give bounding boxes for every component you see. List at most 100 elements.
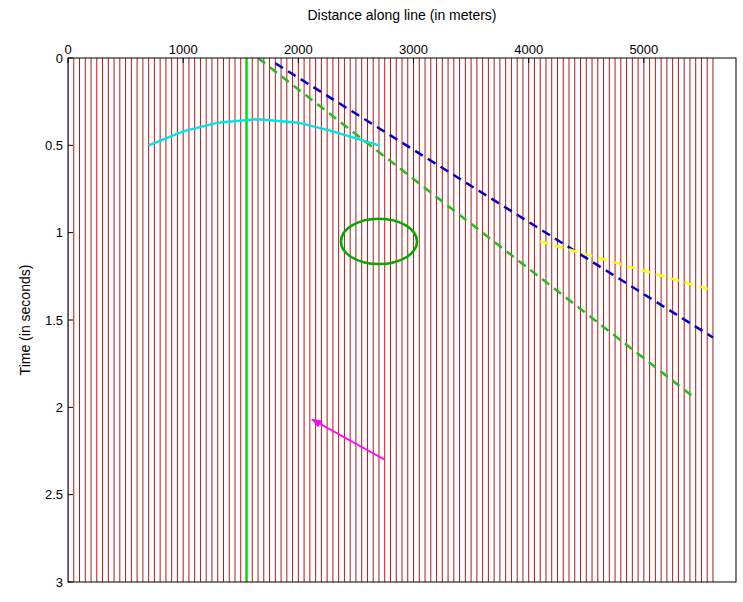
trace (269, 58, 270, 582)
y-tick-label: 2.5 (45, 487, 63, 502)
trace (252, 58, 253, 582)
trace (609, 58, 610, 582)
trace (494, 58, 495, 582)
chart: 01000200030004000500000.511.522.53Distan… (0, 0, 743, 602)
trace (701, 58, 702, 582)
trace (603, 58, 604, 582)
trace (557, 58, 558, 582)
trace (229, 58, 230, 582)
overlay-line (540, 241, 713, 290)
trace (137, 58, 138, 582)
trace (148, 58, 149, 582)
trace (235, 58, 236, 582)
x-tick-label: 4000 (514, 42, 543, 57)
trace (200, 58, 201, 582)
trace (298, 58, 299, 582)
trace (672, 58, 673, 582)
trace (540, 58, 541, 582)
trace (91, 58, 92, 582)
trace (707, 58, 708, 582)
overlay-line (245, 58, 248, 582)
trace (79, 58, 80, 582)
y-tick (68, 407, 73, 408)
trace (419, 58, 420, 582)
trace (240, 58, 241, 582)
trace (315, 58, 316, 582)
overlay-line (275, 63, 713, 337)
trace (119, 58, 120, 582)
trace (384, 58, 385, 582)
trace (448, 58, 449, 582)
trace (517, 58, 518, 582)
frame (68, 58, 736, 582)
overlay-line (149, 119, 379, 145)
y-tick-label: 2 (56, 400, 63, 415)
x-tick (413, 58, 414, 63)
trace (73, 58, 74, 582)
trace (522, 58, 523, 582)
trace (114, 58, 115, 582)
trace (574, 58, 575, 582)
trace (407, 58, 408, 582)
trace (396, 58, 397, 582)
y-tick (68, 58, 73, 59)
trace (459, 58, 460, 582)
trace (430, 58, 431, 582)
trace (592, 58, 593, 582)
trace (482, 58, 483, 582)
trace (275, 58, 276, 582)
trace (695, 58, 696, 582)
trace (638, 58, 639, 582)
trace (332, 58, 333, 582)
y-tick-label: 1 (56, 225, 63, 240)
trace (281, 58, 282, 582)
trace (183, 58, 184, 582)
x-tick (298, 58, 299, 63)
arrow-annotation (312, 420, 385, 460)
trace (597, 58, 598, 582)
trace (528, 58, 529, 582)
trace (223, 58, 224, 582)
trace (563, 58, 564, 582)
trace (661, 58, 662, 582)
trace (154, 58, 155, 582)
trace (632, 58, 633, 582)
trace (304, 58, 305, 582)
trace (85, 58, 86, 582)
x-tick-label: 5000 (629, 42, 658, 57)
trace (402, 58, 403, 582)
trace (102, 58, 103, 582)
background (0, 0, 743, 602)
trace (551, 58, 552, 582)
trace (569, 58, 570, 582)
trace (436, 58, 437, 582)
trace (206, 58, 207, 582)
y-tick (68, 145, 73, 146)
trace (442, 58, 443, 582)
trace (327, 58, 328, 582)
y-tick-label: 1.5 (45, 313, 63, 328)
trace (586, 58, 587, 582)
trace (655, 58, 656, 582)
trace (321, 58, 322, 582)
trace (666, 58, 667, 582)
trace (246, 58, 247, 582)
trace (476, 58, 477, 582)
y-tick-label: 3 (56, 575, 63, 590)
y-axis-title: Time (in seconds) (17, 265, 33, 376)
trace (488, 58, 489, 582)
trace (108, 58, 109, 582)
x-tick (528, 58, 529, 63)
trace (344, 58, 345, 582)
trace (338, 58, 339, 582)
trace (620, 58, 621, 582)
trace (678, 58, 679, 582)
x-tick-label: 0 (64, 42, 71, 57)
trace (258, 58, 259, 582)
y-tick-label: 0.5 (45, 138, 63, 153)
trace (355, 58, 356, 582)
trace (131, 58, 132, 582)
trace (615, 58, 616, 582)
trace (263, 58, 264, 582)
y-tick (68, 320, 73, 321)
